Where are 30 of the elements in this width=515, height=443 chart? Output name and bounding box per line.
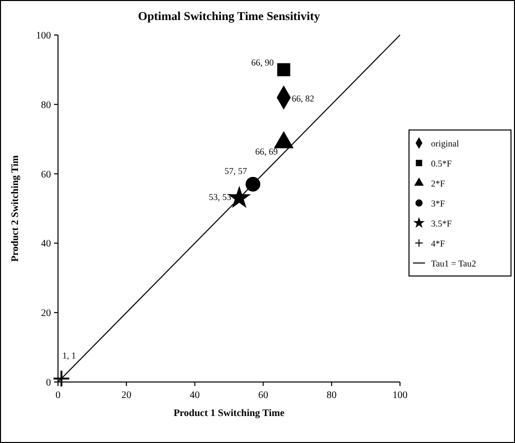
data-label: 1, 1 [62,350,76,361]
y-tick-label: 0 [46,378,51,388]
x-tick-label: 0 [56,390,60,401]
legend-label: 3*F [431,198,446,208]
x-tick-label: 80 [326,390,337,401]
x-tick-label: 40 [190,390,200,401]
legend-label: 3.5*F [431,218,452,228]
chart-title: Optimal Switching Time Sensitivity [138,9,320,23]
legend-label: original [431,138,460,148]
point [54,370,70,386]
y-axis-title: Product 2 Switching Tim [10,154,21,262]
legend-label: Tau1 = Tau2 [431,258,476,268]
legend-label: 4*F [431,238,446,248]
x-axis-title: Product 1 Switching Time [174,408,285,419]
data-label: 66, 82 [292,93,314,104]
data-label: 57, 57 [224,166,248,176]
y-tick-label: 60 [41,169,51,180]
y-tick-label: 20 [41,308,51,320]
point [277,63,290,76]
y-tick-label: 80 [41,100,51,111]
legend-label: 2*F [431,178,446,188]
data-label: 66, 90 [251,58,274,68]
x-tick-label: 60 [258,390,268,401]
y-tick-label: 100 [36,30,51,42]
data-label: 66, 69 [255,146,278,157]
x-tick-label: 100 [392,390,408,401]
x-tick-label: 20 [121,390,132,401]
y-tick-label: 40 [41,238,51,250]
legend-label: 0.5*F [431,158,452,168]
point [246,176,260,192]
